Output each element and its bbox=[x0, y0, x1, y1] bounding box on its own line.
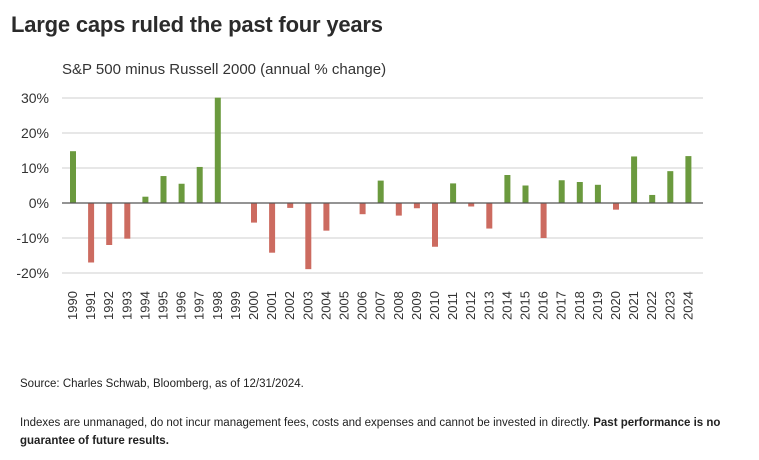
bar-2007 bbox=[377, 180, 384, 203]
bar-1993 bbox=[124, 203, 131, 239]
disclaimer-bold-text: Past performance is no guarantee of futu… bbox=[20, 417, 721, 447]
x-tick-label: 1997 bbox=[192, 291, 207, 320]
y-tick-label: -10% bbox=[16, 230, 49, 246]
x-tick-label: 2001 bbox=[264, 291, 279, 320]
bar-1997 bbox=[196, 166, 203, 203]
y-axis-ticks: 30% 20% 10% 0% -10% -20% bbox=[16, 90, 49, 281]
x-tick-label: 2005 bbox=[337, 291, 352, 320]
chart-title: Large caps ruled the past four years bbox=[11, 12, 383, 37]
x-tick-label: 2014 bbox=[499, 291, 514, 320]
chart-subtitle: S&P 500 minus Russell 2000 (annual % cha… bbox=[62, 61, 387, 78]
y-tick-label: -20% bbox=[16, 265, 49, 281]
bar-2017 bbox=[558, 180, 565, 203]
x-tick-label: 2000 bbox=[246, 291, 261, 320]
bar-2011 bbox=[450, 183, 457, 203]
bar-2023 bbox=[667, 171, 674, 203]
bar-1991 bbox=[88, 203, 95, 263]
disclaimer-text: Indexes are unmanaged, do not incur mana… bbox=[20, 417, 594, 429]
x-tick-label: 2020 bbox=[608, 291, 623, 320]
source-note: Source: Charles Schwab, Bloomberg, as of… bbox=[20, 378, 304, 390]
bar-2002 bbox=[287, 203, 294, 208]
bar-2019 bbox=[594, 184, 601, 203]
bar-1996 bbox=[178, 183, 185, 203]
x-tick-label: 1991 bbox=[83, 291, 98, 320]
x-tick-label: 1992 bbox=[101, 291, 116, 320]
y-tick-label: 10% bbox=[21, 160, 49, 176]
x-tick-label: 2019 bbox=[590, 291, 605, 320]
bar-2024 bbox=[685, 156, 692, 203]
bar-1998 bbox=[214, 97, 221, 203]
x-tick-label: 1993 bbox=[119, 291, 134, 320]
x-tick-label: 2018 bbox=[572, 291, 587, 320]
bar-2021 bbox=[631, 156, 638, 203]
bar-2012 bbox=[468, 203, 475, 207]
bar-chart: 30% 20% 10% 0% -10% -20% 1990 1991 1992 1993 1994… bbox=[16, 90, 703, 320]
x-tick-label: 2011 bbox=[445, 292, 460, 320]
bar-2020 bbox=[613, 203, 619, 210]
bar-2004 bbox=[323, 203, 330, 231]
bar-2018 bbox=[576, 182, 583, 203]
x-tick-label: 2016 bbox=[536, 291, 551, 320]
x-tick-label: 2021 bbox=[626, 291, 641, 320]
bar-2008 bbox=[395, 203, 402, 216]
x-tick-label: 2017 bbox=[554, 291, 569, 320]
x-tick-label: 1990 bbox=[65, 291, 80, 320]
x-tick-label: 2015 bbox=[518, 291, 533, 320]
bar-2022 bbox=[649, 194, 656, 203]
x-tick-label: 1994 bbox=[137, 291, 152, 320]
x-tick-label: 2002 bbox=[282, 291, 297, 320]
bars bbox=[70, 97, 692, 270]
bar-2009 bbox=[413, 203, 420, 209]
bar-2001 bbox=[269, 203, 276, 253]
x-tick-label: 2004 bbox=[318, 291, 333, 320]
bar-2015 bbox=[522, 185, 529, 203]
bar-2010 bbox=[432, 203, 438, 247]
bar-2014 bbox=[504, 175, 511, 203]
gridlines bbox=[62, 97, 703, 274]
x-tick-label: 2022 bbox=[644, 291, 659, 320]
x-tick-label: 2023 bbox=[662, 291, 677, 320]
bar-2006 bbox=[359, 203, 366, 215]
x-tick-label: 1998 bbox=[210, 291, 225, 320]
x-tick-label: 2008 bbox=[391, 291, 406, 320]
x-tick-label: 1995 bbox=[156, 291, 171, 320]
bar-1995 bbox=[160, 176, 167, 203]
bar-2013 bbox=[486, 203, 493, 229]
bar-2000 bbox=[251, 203, 257, 223]
x-tick-label: 2006 bbox=[355, 291, 370, 320]
y-tick-label: 20% bbox=[21, 125, 49, 141]
x-tick-label: 2007 bbox=[373, 291, 388, 320]
x-tick-label: 2010 bbox=[427, 291, 442, 320]
x-tick-label: 2024 bbox=[680, 291, 695, 320]
x-tick-label: 2013 bbox=[481, 291, 496, 320]
x-tick-label: 1999 bbox=[228, 291, 243, 320]
bar-1992 bbox=[106, 203, 113, 245]
x-tick-label: 1996 bbox=[174, 291, 189, 320]
bar-2003 bbox=[305, 203, 312, 270]
disclaimer-note: Indexes are unmanaged, do not incur mana… bbox=[20, 414, 750, 450]
y-tick-label: 0% bbox=[29, 195, 49, 211]
x-tick-label: 2012 bbox=[463, 291, 478, 320]
bar-2016 bbox=[540, 203, 547, 238]
x-tick-label: 2003 bbox=[300, 291, 315, 320]
bar-1994 bbox=[142, 196, 149, 203]
y-tick-label: 30% bbox=[21, 90, 49, 106]
x-tick-label: 2009 bbox=[409, 291, 424, 320]
bar-1990 bbox=[70, 151, 76, 203]
x-axis-ticks: 1990 1991 1992 1993 1994 1995 1996 1997 1998 1999… bbox=[65, 291, 695, 320]
